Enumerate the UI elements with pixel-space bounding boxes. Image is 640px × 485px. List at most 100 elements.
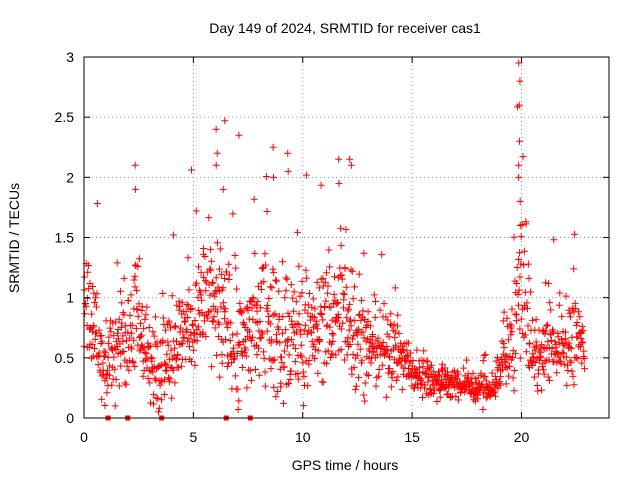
data-point <box>262 261 270 269</box>
data-point <box>356 345 364 353</box>
data-point <box>213 149 221 157</box>
data-point <box>521 331 529 339</box>
data-point <box>282 274 290 282</box>
data-point <box>176 303 184 311</box>
data-point <box>225 260 233 268</box>
data-point <box>347 161 355 169</box>
data-point <box>513 263 521 271</box>
data-point <box>270 356 278 364</box>
y-axis-label: SRMTID / TECUs <box>6 183 22 293</box>
data-point <box>200 273 208 281</box>
data-point <box>138 331 146 339</box>
data-point <box>243 384 251 392</box>
data-point <box>175 297 183 305</box>
data-point <box>578 359 586 367</box>
data-point <box>516 221 524 229</box>
data-point <box>349 295 357 303</box>
data-point <box>442 375 450 383</box>
data-point <box>128 321 136 329</box>
data-point <box>319 316 327 324</box>
data-point <box>274 387 282 395</box>
data-point <box>221 274 229 282</box>
data-point <box>510 387 518 395</box>
data-point <box>120 274 128 282</box>
data-point <box>544 280 552 288</box>
data-point <box>393 322 401 330</box>
data-point <box>327 354 335 362</box>
data-point <box>516 273 524 281</box>
data-point <box>283 342 291 350</box>
data-point <box>423 357 431 365</box>
data-point <box>335 179 343 187</box>
data-point <box>570 265 578 273</box>
data-point <box>569 372 577 380</box>
data-point <box>88 310 96 318</box>
data-point <box>267 365 275 373</box>
data-point <box>303 274 311 282</box>
data-point <box>271 310 279 318</box>
data-point <box>427 361 435 369</box>
data-point <box>526 288 534 296</box>
data-point <box>254 344 262 352</box>
data-point <box>337 346 345 354</box>
data-point <box>350 363 358 371</box>
data-point <box>265 295 273 303</box>
data-point <box>420 347 428 355</box>
data-point <box>370 291 378 299</box>
data-point <box>92 303 100 311</box>
data-point <box>365 347 373 355</box>
data-point <box>230 355 238 363</box>
data-point <box>154 395 162 403</box>
data-point <box>525 274 533 282</box>
data-point <box>327 303 335 311</box>
data-point <box>500 308 508 316</box>
data-point <box>206 291 214 299</box>
data-point <box>512 317 520 325</box>
data-point <box>581 365 589 373</box>
data-point <box>319 274 327 282</box>
data-point <box>404 364 412 372</box>
data-point <box>521 304 529 312</box>
data-point <box>275 325 283 333</box>
data-point <box>84 268 92 276</box>
data-point <box>542 327 550 335</box>
data-point <box>541 358 549 366</box>
data-point <box>223 363 231 371</box>
data-point <box>522 348 530 356</box>
data-point <box>328 330 336 338</box>
data-point <box>162 360 170 368</box>
data-point <box>108 381 116 389</box>
data-point <box>248 333 256 341</box>
data-point <box>85 285 93 293</box>
points-layer <box>80 59 589 416</box>
data-point <box>281 294 289 302</box>
data-point <box>303 330 311 338</box>
data-point <box>310 313 318 321</box>
data-point <box>88 283 96 291</box>
data-point <box>252 365 260 373</box>
data-point <box>528 361 536 369</box>
data-point <box>126 334 134 342</box>
data-point <box>317 275 325 283</box>
data-point <box>171 322 179 330</box>
data-point <box>336 272 344 280</box>
data-point <box>167 324 175 332</box>
data-point <box>250 195 258 203</box>
data-point <box>160 320 168 328</box>
data-point <box>272 276 280 284</box>
data-point <box>577 343 585 351</box>
data-point <box>568 367 576 375</box>
data-point <box>245 315 253 323</box>
data-point <box>360 249 368 257</box>
data-point <box>337 224 345 232</box>
data-point <box>379 338 387 346</box>
data-point <box>505 336 513 344</box>
data-point <box>334 298 342 306</box>
data-point <box>259 264 267 272</box>
data-point <box>295 310 303 318</box>
data-point <box>378 251 386 259</box>
data-point <box>338 275 346 283</box>
data-point <box>385 333 393 341</box>
data-point <box>573 318 581 326</box>
